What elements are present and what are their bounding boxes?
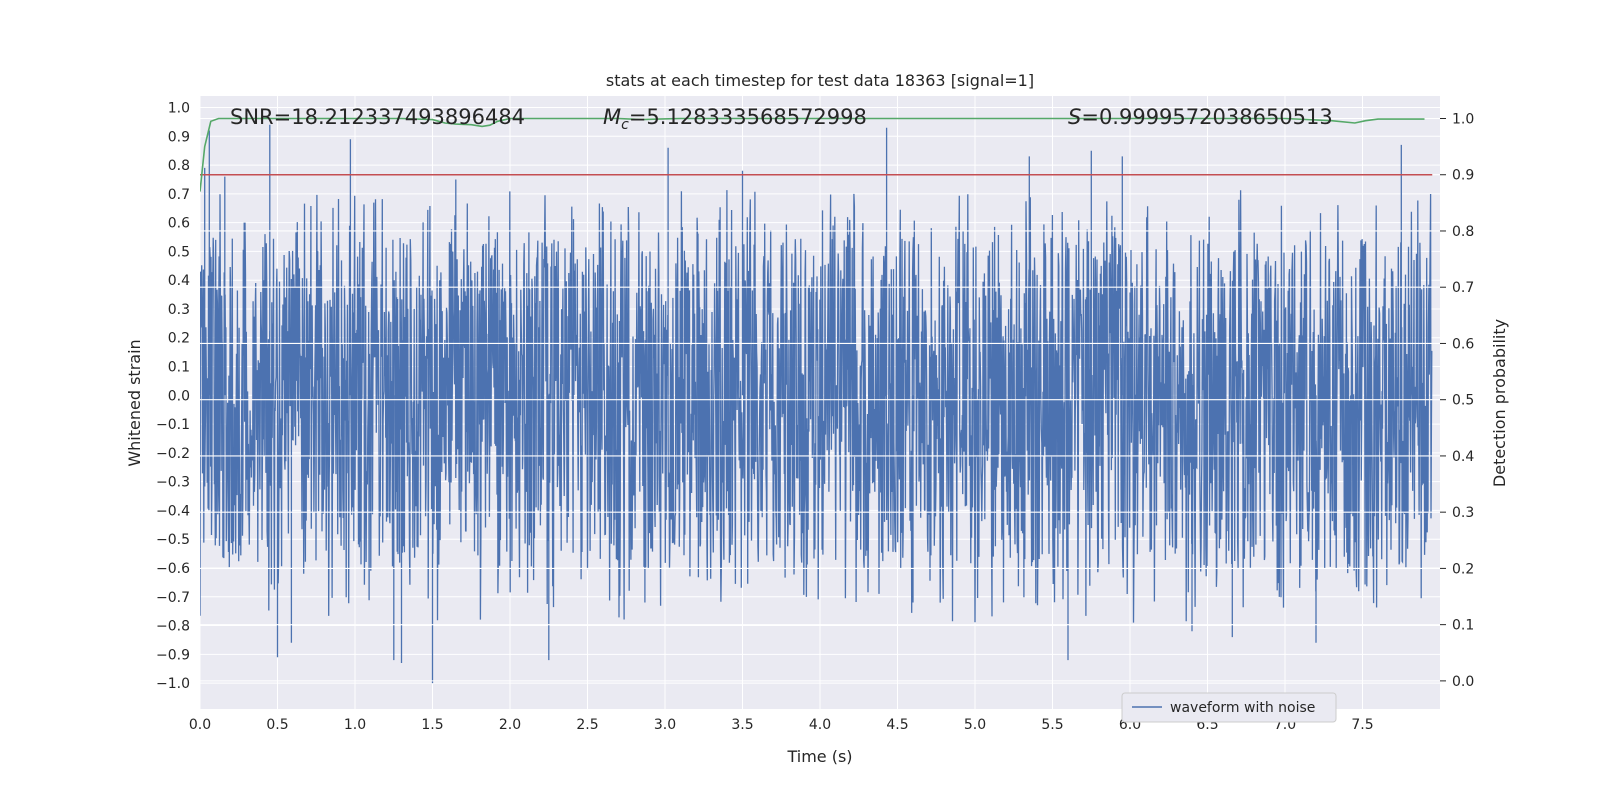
- y-left-tick-label: 1.0: [168, 101, 190, 117]
- y-left-axis-label: Whitened strain: [125, 339, 144, 466]
- y-left-tick-label: 0.0: [168, 388, 190, 404]
- x-tick-label: 3.0: [654, 717, 676, 733]
- probability-line: [200, 117, 1425, 192]
- chirp-mass-subscript: c: [621, 117, 629, 133]
- x-tick-label: 1.0: [344, 717, 366, 733]
- y-left-tick-label: −0.8: [156, 619, 190, 635]
- y-right-tick-label: 0.1: [1452, 618, 1474, 634]
- y-left-tick-label: 0.7: [168, 187, 190, 203]
- chart-title: stats at each timestep for test data 183…: [606, 71, 1034, 90]
- chirp-mass-annotation: Mc=5.128333568572998: [603, 105, 867, 133]
- score-symbol: S: [1068, 105, 1081, 129]
- y-left-tick-label: −0.5: [156, 532, 190, 548]
- x-tick-label: 2.5: [576, 717, 598, 733]
- legend-label-waveform: waveform with noise: [1170, 700, 1315, 716]
- score-value: =0.9999572038650513: [1081, 105, 1332, 129]
- chirp-mass-value: =5.128333568572998: [629, 105, 867, 129]
- y-left-tick-label: −0.4: [156, 503, 190, 519]
- y-right-axis-label: Detection probability: [1490, 319, 1509, 487]
- y-left-tick-label: −0.6: [156, 561, 190, 577]
- y-left-tick-label: 0.9: [168, 129, 190, 145]
- y-left-tick-label: −0.9: [156, 647, 190, 663]
- x-tick-label: 4.5: [886, 717, 908, 733]
- y-right-tick-label: 0.6: [1452, 336, 1474, 352]
- y-left-tick-label: −0.1: [156, 417, 190, 433]
- y-left-tick-label: 0.2: [168, 331, 190, 347]
- y-left-tick-label: 0.6: [168, 216, 190, 232]
- y-right-axis-ticks: 1.0 0.9 0.8 0.7 0.6 0.5 0.4 0.3 0.2 0.1 0.0: [1440, 111, 1474, 690]
- y-left-tick-label: 0.8: [168, 158, 190, 174]
- y-left-tick-label: −0.3: [156, 475, 190, 491]
- y-right-tick-label: 0.2: [1452, 561, 1474, 577]
- x-tick-label: 7.5: [1351, 717, 1373, 733]
- snr-annotation: SNR=18.212337493896484: [230, 105, 525, 129]
- y-left-tick-label: 0.4: [168, 273, 190, 289]
- y-left-tick-label: −0.7: [156, 590, 190, 606]
- y-left-axis-ticks: 1.0 0.9 0.8 0.7 0.6 0.5 0.4 0.3 0.2 0.1 0.0 −0.1 −0.…: [156, 101, 190, 693]
- y-right-tick-label: 1.0: [1452, 111, 1474, 127]
- y-right-tick-label: 0.5: [1452, 393, 1474, 409]
- x-tick-label: 3.5: [731, 717, 753, 733]
- y-right-tick-label: 0.9: [1452, 168, 1474, 184]
- y-left-tick-label: 0.5: [168, 244, 190, 260]
- x-axis-label: Time (s): [786, 747, 852, 766]
- chirp-mass-symbol: M: [603, 105, 621, 129]
- x-tick-label: 5.0: [964, 717, 986, 733]
- y-left-tick-label: 0.1: [168, 360, 190, 376]
- y-left-tick-label: −1.0: [156, 676, 190, 692]
- y-right-tick-label: 0.8: [1452, 224, 1474, 240]
- x-tick-label: 0.5: [266, 717, 288, 733]
- x-tick-label: 2.0: [499, 717, 521, 733]
- y-right-tick-label: 0.7: [1452, 280, 1474, 296]
- x-tick-label: 1.5: [421, 717, 443, 733]
- y-right-tick-label: 0.4: [1452, 449, 1474, 465]
- x-tick-label: 5.5: [1041, 717, 1063, 733]
- y-right-tick-label: 0.0: [1452, 674, 1474, 690]
- y-right-tick-label: 0.3: [1452, 505, 1474, 521]
- y-left-tick-label: −0.2: [156, 446, 190, 462]
- x-tick-label: 0.0: [189, 717, 211, 733]
- legend: waveform with noise: [1121, 692, 1337, 723]
- legend-box: [1121, 692, 1337, 723]
- score-annotation: S=0.9999572038650513: [1068, 105, 1333, 129]
- x-tick-label: 4.0: [809, 717, 831, 733]
- y-left-tick-label: 0.3: [168, 302, 190, 318]
